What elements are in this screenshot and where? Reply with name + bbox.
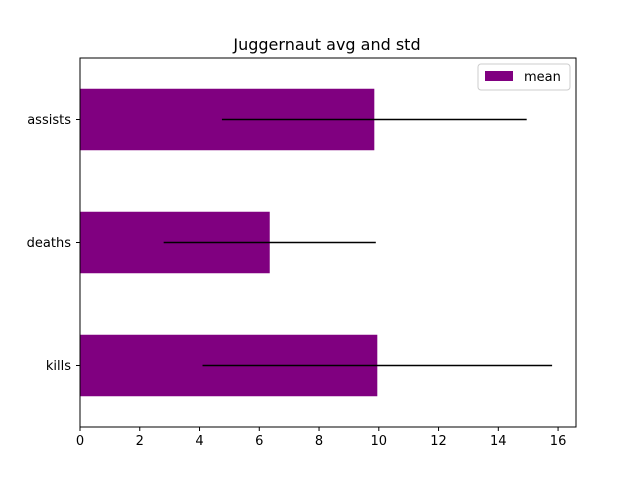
x-tick-label-6: 6 <box>255 434 263 449</box>
chart-title: Juggernaut avg and std <box>232 35 420 54</box>
y-axis: kills deaths assists <box>27 113 80 374</box>
error-bars-layer <box>163 118 553 367</box>
x-tick-label-0: 0 <box>76 434 84 449</box>
legend-box <box>477 63 571 91</box>
x-tick-label-4: 4 <box>195 434 203 449</box>
x-tick-label-12: 12 <box>430 434 447 449</box>
x-tick-label-16: 16 <box>550 434 567 449</box>
y-tick-label-deaths: deaths <box>27 236 72 251</box>
legend-swatch-mean <box>485 71 513 81</box>
x-tick-label-8: 8 <box>315 434 323 449</box>
x-tick-label-14: 14 <box>490 434 507 449</box>
x-tick-label-2: 2 <box>136 434 144 449</box>
legend: mean <box>477 63 571 91</box>
legend-label-mean: mean <box>524 70 561 85</box>
x-axis: 0 2 4 6 8 10 12 14 16 <box>76 427 566 449</box>
y-tick-label-assists: assists <box>27 113 71 128</box>
y-tick-label-kills: kills <box>46 359 71 374</box>
x-tick-label-10: 10 <box>371 434 388 449</box>
